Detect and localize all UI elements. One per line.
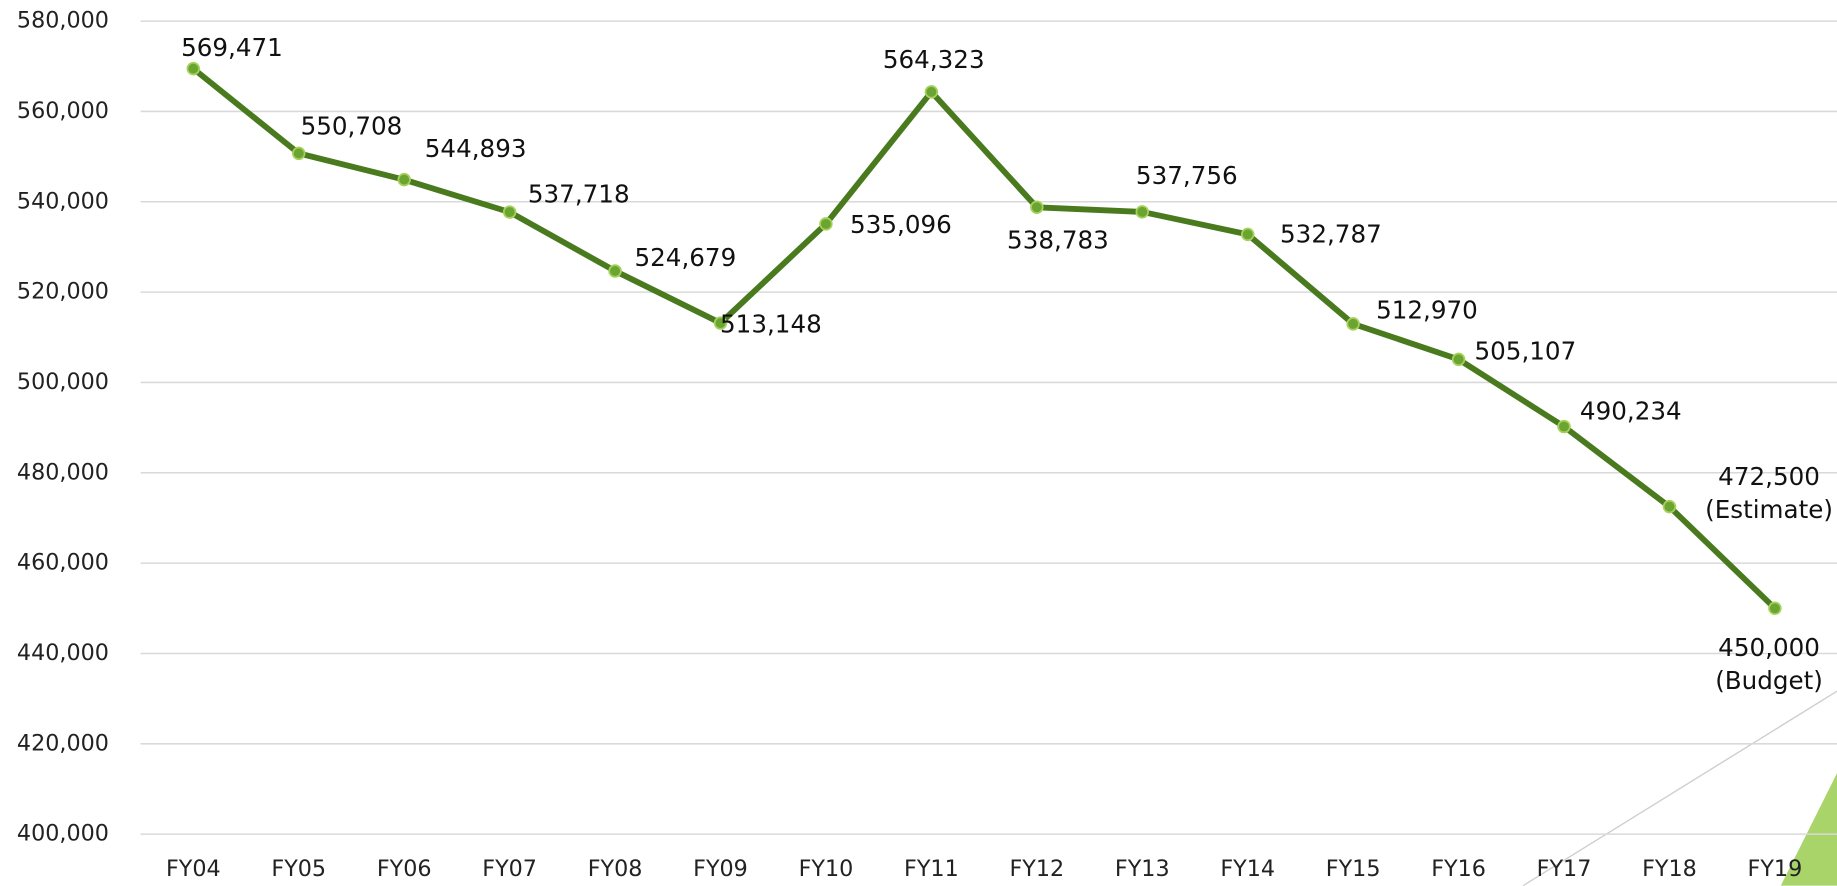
point [1135,205,1150,219]
x-tick-label: FY15 [1326,856,1381,882]
point [924,85,939,99]
x-tick-label: FY14 [1220,856,1275,882]
data-label: 569,471 [181,33,283,62]
point [1346,317,1360,331]
x-tick-label: FY05 [271,856,326,882]
point [1451,352,1466,367]
x-tick-label: FY13 [1115,856,1170,882]
grid [140,20,1837,835]
x-tick-label: FY10 [799,856,854,882]
x-tick-label: FY07 [482,856,537,882]
data-label: 524,679 [634,244,737,273]
x-tick-label: FY04 [166,856,221,882]
point [1662,499,1677,514]
point [608,264,622,278]
data-label: 537,756 [1135,161,1238,190]
y-tick-label: 440,000 [17,640,109,666]
y-tick-label: 420,000 [17,730,109,756]
y-tick-label: 480,000 [17,459,109,485]
decor-line [1522,690,1837,886]
line [191,66,1777,611]
point [1240,227,1255,242]
x-tick-label: FY09 [693,856,748,882]
y-tick-label: 500,000 [17,369,109,395]
x-tick-label: FY08 [588,856,643,882]
y-tick-label: 540,000 [17,188,109,214]
data-label: 513,148 [720,310,822,339]
point [1557,419,1571,434]
point [502,205,517,219]
data-label: 512,970 [1376,296,1478,326]
x-tick-label: FY11 [904,856,959,882]
data-label: 532,787 [1280,220,1382,249]
y-tick-label: 560,000 [17,98,109,124]
data-label: 544,893 [424,135,527,164]
point [819,217,833,231]
data-label: 550,708 [300,112,403,141]
data-label: 537,718 [527,180,630,209]
y-tick-label: 460,000 [17,550,109,576]
x-tick-label: FY06 [377,856,432,882]
data-label: 538,783 [1007,226,1109,255]
data-label: 490,234 [1579,397,1682,426]
data-label: 505,107 [1474,337,1577,366]
data-label: 564,323 [882,46,985,75]
point [1030,200,1044,215]
point [397,172,411,187]
data-label: 472,500 (Estimate) [1705,463,1833,525]
x-tick-label: FY16 [1431,856,1486,882]
x-tick-label: FY17 [1537,856,1592,882]
data-label: 535,096 [850,211,952,240]
data-label: 450,000 (Budget) [1715,634,1823,695]
y-tick-label: 520,000 [17,279,109,305]
point [292,146,306,161]
y-tick-label: 580,000 [17,8,109,34]
x-tick-label: FY18 [1642,856,1697,882]
x-tick-label: FY19 [1748,856,1803,882]
point [713,316,728,330]
x-tick-label: FY12 [1009,856,1064,882]
y-tick-label: 400,000 [17,821,109,847]
point [186,61,201,76]
point [1768,601,1782,616]
